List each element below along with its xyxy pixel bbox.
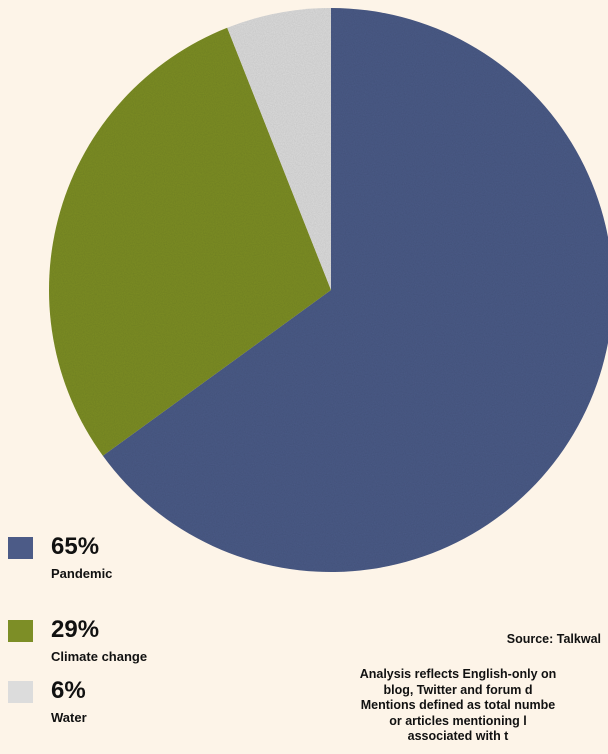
pie-slice-water [227,8,331,290]
legend-value-pandemic: 65% [51,533,100,560]
legend-swatch-water [8,681,33,703]
legend-value-water: 6% [51,677,86,704]
methodology-line: Analysis reflects English-only on [359,667,557,681]
methodology-note: Analysis reflects English-only on blog, … [308,667,608,754]
methodology-line: blog, Twitter and forum d [383,682,533,697]
methodology-line: Mentions defined as total numbe [360,698,556,712]
source-note: Source: Talkwal [506,632,601,646]
pie-slice-pandemic [102,8,608,572]
methodology-line: associated with t [407,729,509,743]
legend-label-water: Water [51,710,87,725]
legend-swatch-pandemic [8,537,33,559]
legend-swatch-climate-change [8,620,33,642]
legend-label-climate-change: Climate change [51,649,148,664]
pie-slice-climate-change [48,27,331,456]
legend-value-climate-change: 29% [51,616,100,643]
legend-label-pandemic: Pandemic [51,566,113,581]
methodology-line: or articles mentioning l [389,713,527,728]
